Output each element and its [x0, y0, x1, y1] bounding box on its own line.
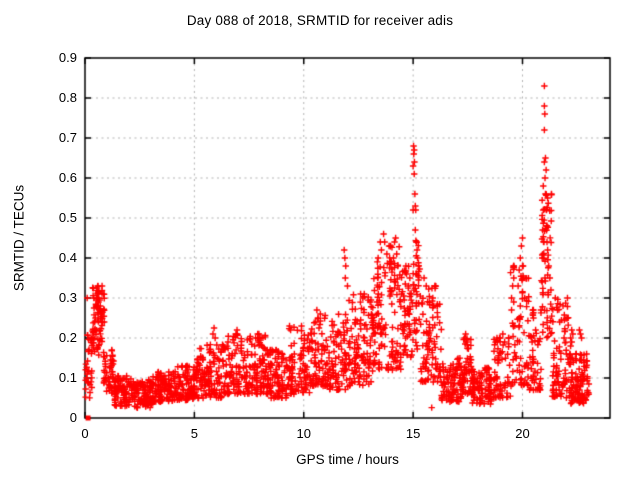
y-tick-label: 0.5	[58, 210, 77, 225]
y-tick-label: 0.1	[58, 370, 77, 385]
x-tick-label: 5	[190, 426, 198, 441]
x-tick-label: 20	[515, 426, 530, 441]
chart-title: Day 088 of 2018, SRMTID for receiver adi…	[186, 13, 454, 28]
y-tick-label: 0.2	[58, 330, 77, 345]
y-tick-label: 0.9	[58, 50, 77, 65]
x-axis-label: GPS time / hours	[296, 452, 399, 467]
y-tick-label: 0.3	[58, 290, 77, 305]
y-tick-label: 0.7	[58, 130, 77, 145]
y-tick-label: 0.8	[58, 90, 77, 105]
x-tick-label: 0	[81, 426, 89, 441]
y-tick-label: 0.4	[58, 250, 77, 265]
y-axis-label: SRMTID / TECUs	[11, 184, 27, 292]
y-tick-label: 0	[69, 410, 77, 425]
x-tick-label: 10	[296, 426, 311, 441]
x-tick-label: 15	[405, 426, 421, 441]
y-tick-label: 0.6	[58, 170, 77, 185]
